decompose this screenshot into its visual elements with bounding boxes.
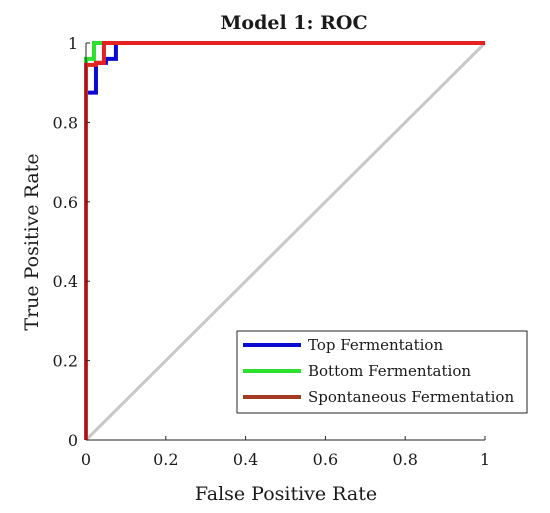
x-tick-label: 1 bbox=[480, 450, 490, 469]
y-tick-label: 0.6 bbox=[53, 193, 78, 212]
x-ticks: 0 0.2 0.4 0.6 0.8 1 bbox=[81, 436, 490, 469]
legend-label: Spontaneous Fermentation bbox=[308, 388, 514, 406]
chart-title: Model 1: ROC bbox=[220, 12, 367, 34]
y-axis-label: True Positive Rate bbox=[21, 153, 43, 330]
legend-label: Top Fermentation bbox=[308, 336, 443, 354]
y-tick-label: 0.4 bbox=[53, 272, 78, 291]
legend: Top Fermentation Bottom Fermentation Spont… bbox=[236, 330, 528, 414]
x-tick-label: 0.4 bbox=[233, 450, 258, 469]
x-tick-label: 0.6 bbox=[313, 450, 338, 469]
x-tick-label: 0.2 bbox=[153, 450, 178, 469]
y-tick-label: 0.8 bbox=[53, 113, 78, 132]
x-axis-label: False Positive Rate bbox=[195, 483, 377, 505]
x-tick-label: 0.8 bbox=[392, 450, 417, 469]
reference-layer bbox=[84, 41, 487, 442]
x-tick-label: 0 bbox=[81, 450, 91, 469]
y-tick-label: 1 bbox=[68, 34, 78, 53]
legend-entries: Top Fermentation Bottom Fermentation Spont… bbox=[243, 336, 514, 406]
y-tick-label: 0.2 bbox=[53, 352, 78, 371]
y-tick-label: 0 bbox=[68, 431, 78, 450]
legend-label: Bottom Fermentation bbox=[308, 362, 471, 380]
y-ticks: 0 0.2 0.4 0.6 0.8 1 bbox=[53, 34, 90, 450]
reference-diagonal-line bbox=[84, 41, 487, 442]
